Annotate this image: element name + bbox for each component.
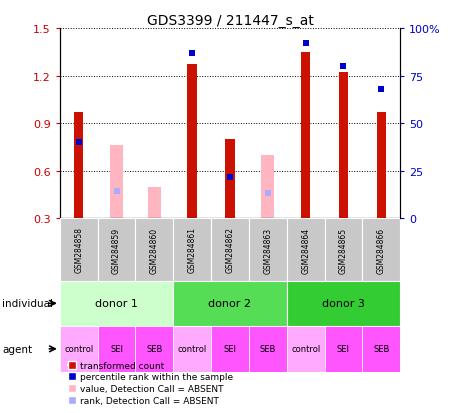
Text: SEI: SEI <box>223 344 236 354</box>
Text: SEB: SEB <box>146 344 162 354</box>
Bar <box>173 281 286 326</box>
Bar <box>74 113 83 219</box>
Text: SEB: SEB <box>372 344 389 354</box>
Text: donor 2: donor 2 <box>208 299 251 309</box>
Title: GDS3399 / 211447_s_at: GDS3399 / 211447_s_at <box>146 14 313 28</box>
Text: donor 3: donor 3 <box>321 299 364 309</box>
Text: individual: individual <box>2 299 53 309</box>
Bar <box>173 326 211 372</box>
Bar <box>110 146 123 219</box>
Bar <box>147 187 161 219</box>
Bar <box>60 326 97 372</box>
Bar <box>60 219 97 281</box>
Bar <box>211 326 248 372</box>
Text: control: control <box>291 344 319 354</box>
Bar <box>225 140 234 219</box>
Bar <box>97 326 135 372</box>
Text: GSM284863: GSM284863 <box>263 227 272 273</box>
Text: control: control <box>177 344 207 354</box>
Bar <box>362 219 399 281</box>
Bar <box>286 326 324 372</box>
Bar <box>300 52 310 219</box>
Text: GSM284858: GSM284858 <box>74 227 83 273</box>
Bar <box>324 326 362 372</box>
Bar <box>187 65 196 219</box>
Bar <box>135 219 173 281</box>
Text: GSM284865: GSM284865 <box>338 227 347 273</box>
Text: GSM284860: GSM284860 <box>150 227 158 273</box>
Bar <box>60 281 173 326</box>
Legend: transformed count, percentile rank within the sample, value, Detection Call = AB: transformed count, percentile rank withi… <box>64 357 236 408</box>
Bar <box>261 156 274 219</box>
Bar <box>173 219 211 281</box>
Bar <box>376 113 385 219</box>
Bar <box>286 219 324 281</box>
Text: SEB: SEB <box>259 344 275 354</box>
Bar <box>248 326 286 372</box>
Text: GSM284861: GSM284861 <box>187 227 196 273</box>
Text: SEI: SEI <box>110 344 123 354</box>
Bar <box>324 219 362 281</box>
Text: agent: agent <box>2 344 32 354</box>
Text: SEI: SEI <box>336 344 349 354</box>
Bar <box>248 219 286 281</box>
Text: GSM284859: GSM284859 <box>112 227 121 273</box>
Bar <box>97 219 135 281</box>
Text: GSM284864: GSM284864 <box>301 227 309 273</box>
Text: GSM284866: GSM284866 <box>376 227 385 273</box>
Text: GSM284862: GSM284862 <box>225 227 234 273</box>
Bar <box>362 326 399 372</box>
Text: control: control <box>64 344 93 354</box>
Bar <box>338 73 347 219</box>
Text: donor 1: donor 1 <box>95 299 138 309</box>
Bar <box>135 326 173 372</box>
Bar <box>286 281 399 326</box>
Bar <box>211 219 248 281</box>
